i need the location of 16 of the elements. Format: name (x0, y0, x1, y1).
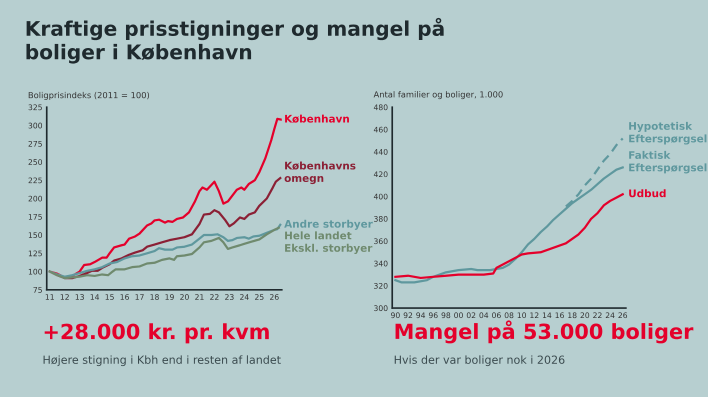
series-label: Hele landet Ekskl. storbyer (285, 231, 372, 254)
series-label: Andre storbyer (284, 220, 373, 230)
text: +28.000 kr. pr. kvm (44, 323, 269, 344)
text: Mangel på 53.000 boliger (396, 320, 694, 344)
y-axis-title: Antal familier og boliger, 1.000 (374, 91, 503, 100)
series-label: Faktisk Efterspørgsel (629, 150, 706, 174)
series-label: Københavns omegn (284, 161, 356, 184)
text: Hvis der var boliger nok i 2026 (394, 355, 564, 366)
line-series (394, 193, 624, 280)
line-series (48, 118, 282, 278)
chart-title: Kraftige prisstigninger og mangel på boliger i København (26, 18, 444, 64)
y-axis-title: Boligprisindeks (2011 = 100) (28, 92, 150, 100)
series-label: Udbud (629, 189, 666, 198)
text: Højere stigning i Kbh end i resten af landet (44, 355, 281, 366)
series-label: Hypotetisk Efterspørgsel (629, 122, 706, 145)
series-label: København (285, 114, 349, 123)
